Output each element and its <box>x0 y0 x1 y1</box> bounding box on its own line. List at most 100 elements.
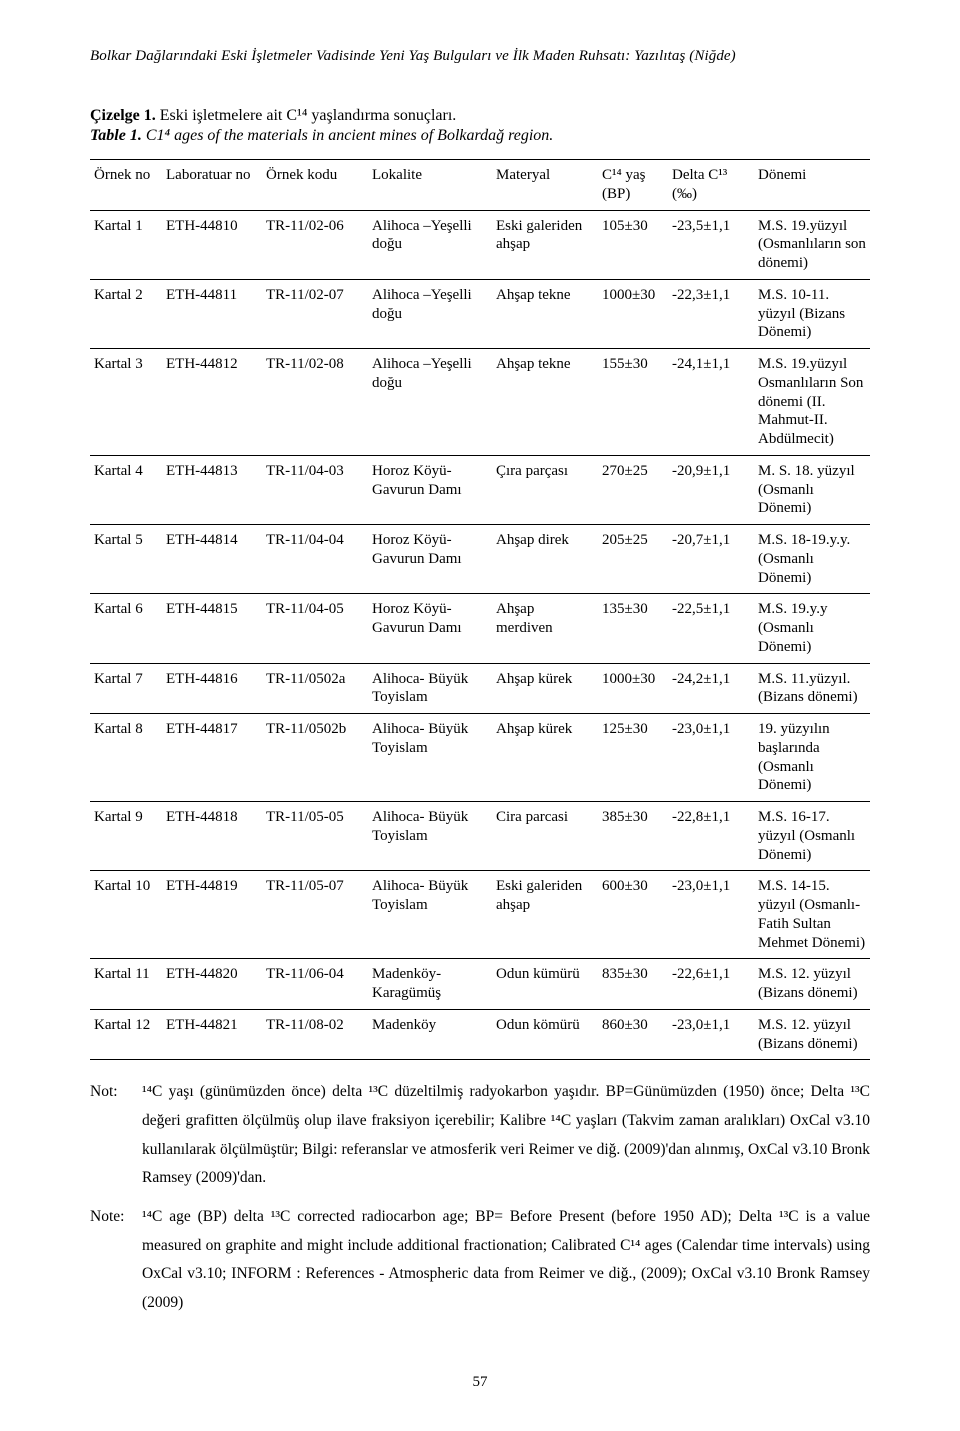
table-cell: Horoz Köyü-Gavurun Damı <box>368 525 492 594</box>
table-cell: -22,8±1,1 <box>668 802 754 871</box>
table-cell: TR-11/06-04 <box>262 959 368 1010</box>
table-cell: Kartal 1 <box>90 210 162 279</box>
table-cell: ETH-44814 <box>162 525 262 594</box>
col-lokalite: Lokalite <box>368 160 492 211</box>
table-cell: -22,6±1,1 <box>668 959 754 1010</box>
table-body: Kartal 1ETH-44810TR-11/02-06Alihoca –Yeş… <box>90 210 870 1060</box>
table-cell: M.S. 12. yüzyıl (Bizans dönemi) <box>754 1009 870 1060</box>
table-row: Kartal 10ETH-44819TR-11/05-07Alihoca- Bü… <box>90 871 870 959</box>
table-cell: Eski galeriden ahşap <box>492 210 598 279</box>
results-table: Örnek no Laboratuar no Örnek kodu Lokali… <box>90 159 870 1060</box>
table-cell: Kartal 8 <box>90 714 162 802</box>
table-cell: TR-11/04-03 <box>262 455 368 524</box>
table-header-row: Örnek no Laboratuar no Örnek kodu Lokali… <box>90 160 870 211</box>
table-cell: Kartal 3 <box>90 349 162 456</box>
table-cell: 19. yüzyılın başlarında (Osmanlı Dönemi) <box>754 714 870 802</box>
col-ornek-no: Örnek no <box>90 160 162 211</box>
table-cell: ETH-44815 <box>162 594 262 663</box>
table-cell: M.S. 11.yüzyıl. (Bizans dönemi) <box>754 663 870 714</box>
table-cell: Horoz Köyü-Gavurun Damı <box>368 594 492 663</box>
table-cell: -22,3±1,1 <box>668 279 754 348</box>
caption-en: Table 1. C1⁴ ages of the materials in an… <box>90 127 870 145</box>
table-cell: ETH-44810 <box>162 210 262 279</box>
table-notes: Not: ¹⁴C yaşı (günümüzden önce) delta ¹³… <box>90 1078 870 1317</box>
table-cell: 600±30 <box>598 871 668 959</box>
table-cell: ETH-44818 <box>162 802 262 871</box>
table-row: Kartal 8ETH-44817TR-11/0502bAlihoca- Büy… <box>90 714 870 802</box>
table-cell: Horoz Köyü-Gavurun Damı <box>368 455 492 524</box>
table-cell: Kartal 11 <box>90 959 162 1010</box>
table-cell: TR-11/02-06 <box>262 210 368 279</box>
table-cell: ETH-44817 <box>162 714 262 802</box>
table-cell: 205±25 <box>598 525 668 594</box>
table-cell: M.S. 16-17. yüzyıl (Osmanlı Dönemi) <box>754 802 870 871</box>
table-cell: 1000±30 <box>598 279 668 348</box>
table-row: Kartal 5ETH-44814TR-11/04-04Horoz Köyü-G… <box>90 525 870 594</box>
table-row: Kartal 7ETH-44816TR-11/0502aAlihoca- Büy… <box>90 663 870 714</box>
caption-tr: Çizelge 1. Eski işletmelere ait C¹⁴ yaşl… <box>90 107 870 125</box>
caption-en-label: Table 1. <box>90 127 142 144</box>
table-cell: 135±30 <box>598 594 668 663</box>
table-cell: ETH-44813 <box>162 455 262 524</box>
col-donemi: Dönemi <box>754 160 870 211</box>
table-cell: Kartal 7 <box>90 663 162 714</box>
table-cell: 1000±30 <box>598 663 668 714</box>
table-cell: Kartal 6 <box>90 594 162 663</box>
table-cell: 105±30 <box>598 210 668 279</box>
col-materyal: Materyal <box>492 160 598 211</box>
table-cell: -23,5±1,1 <box>668 210 754 279</box>
running-title: Bolkar Dağlarındaki Eski İşletmeler Vadi… <box>90 48 870 65</box>
table-cell: ETH-44816 <box>162 663 262 714</box>
table-cell: Ahşap kürek <box>492 714 598 802</box>
table-cell: -24,1±1,1 <box>668 349 754 456</box>
table-row: Kartal 9ETH-44818TR-11/05-05Alihoca- Büy… <box>90 802 870 871</box>
table-cell: -23,0±1,1 <box>668 871 754 959</box>
table-cell: Kartal 5 <box>90 525 162 594</box>
table-cell: TR-11/04-04 <box>262 525 368 594</box>
table-row: Kartal 1ETH-44810TR-11/02-06Alihoca –Yeş… <box>90 210 870 279</box>
table-row: Kartal 2ETH-44811TR-11/02-07Alihoca –Yeş… <box>90 279 870 348</box>
table-cell: Alihoca –Yeşelli doğu <box>368 210 492 279</box>
table-cell: Ahşap direk <box>492 525 598 594</box>
table-cell: Alihoca –Yeşelli doğu <box>368 279 492 348</box>
table-cell: M.S. 19.y.y (Osmanlı Dönemi) <box>754 594 870 663</box>
note-tr: Not: ¹⁴C yaşı (günümüzden önce) delta ¹³… <box>90 1078 870 1193</box>
table-cell: Alihoca –Yeşelli doğu <box>368 349 492 456</box>
table-cell: Alihoca- Büyük Toyislam <box>368 663 492 714</box>
table-row: Kartal 4ETH-44813TR-11/04-03Horoz Köyü-G… <box>90 455 870 524</box>
note-tr-body: ¹⁴C yaşı (günümüzden önce) delta ¹³C düz… <box>142 1078 870 1193</box>
table-cell: -20,9±1,1 <box>668 455 754 524</box>
table-cell: 155±30 <box>598 349 668 456</box>
table-cell: ETH-44820 <box>162 959 262 1010</box>
table-cell: Ahşap tekne <box>492 279 598 348</box>
table-cell: 860±30 <box>598 1009 668 1060</box>
caption-en-text: C1⁴ ages of the materials in ancient min… <box>142 127 553 144</box>
caption-tr-text: Eski işletmelere ait C¹⁴ yaşlandırma son… <box>156 107 457 124</box>
table-cell: ETH-44811 <box>162 279 262 348</box>
table-cell: Odun kümürü <box>492 959 598 1010</box>
note-en-label: Note: <box>90 1203 142 1318</box>
table-cell: -24,2±1,1 <box>668 663 754 714</box>
table-cell: Madenköy <box>368 1009 492 1060</box>
col-delta-c13: Delta C¹³ (‰) <box>668 160 754 211</box>
table-cell: Cira parcasi <box>492 802 598 871</box>
table-cell: TR-11/02-07 <box>262 279 368 348</box>
table-cell: Madenköy-Karagümüş <box>368 959 492 1010</box>
note-en-body: ¹⁴C age (BP) delta ¹³C corrected radioca… <box>142 1203 870 1318</box>
table-cell: TR-11/05-07 <box>262 871 368 959</box>
table-cell: 270±25 <box>598 455 668 524</box>
table-cell: 125±30 <box>598 714 668 802</box>
table-cell: M. S. 18. yüzyıl (Osmanlı Dönemi) <box>754 455 870 524</box>
table-row: Kartal 6ETH-44815TR-11/04-05Horoz Köyü-G… <box>90 594 870 663</box>
table-row: Kartal 11ETH-44820TR-11/06-04Madenköy-Ka… <box>90 959 870 1010</box>
table-cell: TR-11/0502b <box>262 714 368 802</box>
table-cell: Ahşap kürek <box>492 663 598 714</box>
table-cell: Kartal 9 <box>90 802 162 871</box>
table-cell: Çıra parçası <box>492 455 598 524</box>
table-cell: Alihoca- Büyük Toyislam <box>368 714 492 802</box>
col-lab-no: Laboratuar no <box>162 160 262 211</box>
table-cell: TR-11/04-05 <box>262 594 368 663</box>
table-cell: Kartal 12 <box>90 1009 162 1060</box>
table-cell: -22,5±1,1 <box>668 594 754 663</box>
table-cell: Kartal 4 <box>90 455 162 524</box>
